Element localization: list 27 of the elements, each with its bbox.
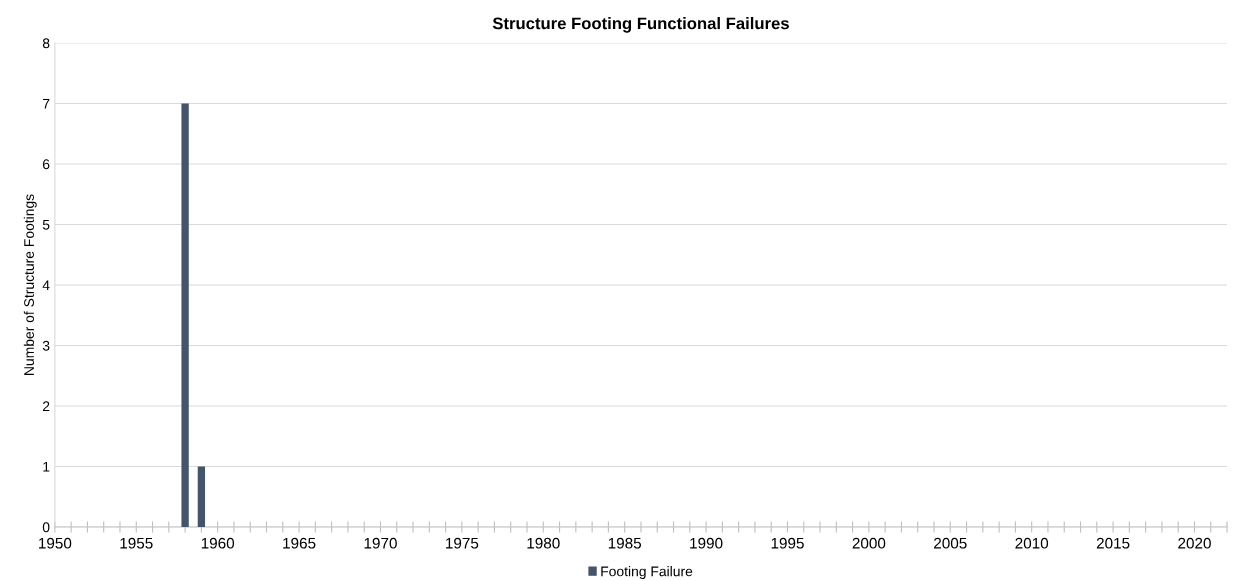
x-tick-label: 1980 (527, 537, 560, 549)
x-tick-label: 1955 (120, 537, 153, 549)
x-tick-label: 1995 (771, 537, 804, 549)
x-tick-label: 1960 (201, 537, 235, 549)
y-tick-label: 3 (42, 340, 50, 351)
x-tick-label: 1985 (608, 537, 642, 549)
x-tick-label: 1950 (39, 537, 72, 549)
y-axis-title: Number of Structure Footings (23, 194, 37, 375)
x-tick-label: 2000 (852, 537, 886, 549)
y-tick-label: 0 (42, 522, 50, 533)
y-tick-label: 1 (43, 461, 50, 472)
x-tick-label: 1975 (446, 537, 479, 549)
x-tick-label: 2010 (1015, 537, 1049, 549)
x-tick-label: 1990 (690, 537, 723, 549)
x-tick-label: 1970 (364, 537, 397, 549)
y-tick-label: 8 (42, 38, 50, 49)
x-tick-label: 2015 (1096, 537, 1130, 549)
legend-label: Footing Failure (601, 566, 693, 580)
x-tick-label: 1965 (283, 537, 316, 549)
y-tick-label: 7 (43, 98, 50, 109)
chart-title: Structure Footing Functional Failures (492, 17, 789, 33)
x-tick-label: 2005 (934, 537, 967, 549)
y-tick-label: 6 (42, 159, 50, 170)
y-tick-label: 5 (42, 219, 50, 230)
x-tick-label: 2020 (1178, 537, 1211, 549)
y-tick-label: 2 (42, 401, 50, 412)
y-tick-label: 4 (42, 280, 50, 291)
